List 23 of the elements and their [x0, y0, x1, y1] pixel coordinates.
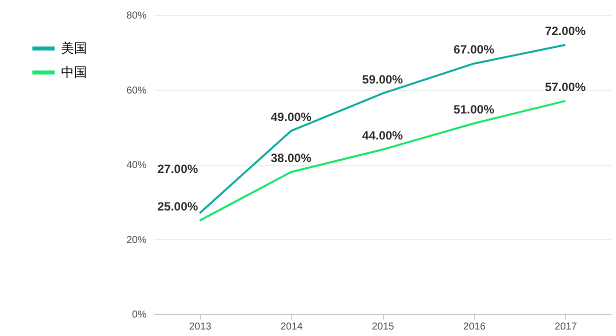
x-tick-label: 2016	[463, 322, 486, 332]
y-tick-label: 60%	[126, 85, 147, 96]
data-label: 27.00%	[157, 162, 198, 176]
y-tick-label: 20%	[126, 234, 147, 246]
data-label: 51.00%	[454, 102, 495, 116]
data-label: 67.00%	[454, 42, 495, 57]
data-label: 25.00%	[157, 200, 198, 214]
data-label: 57.00%	[544, 80, 586, 94]
x-tick-label: 2014	[280, 322, 304, 332]
y-tick-label: 40%	[126, 160, 147, 171]
legend-label: 中国	[61, 64, 87, 80]
y-tick-label: 80%	[126, 10, 147, 22]
data-label: 59.00%	[362, 72, 404, 86]
data-label: 49.00%	[270, 110, 312, 124]
y-tick-label: 0%	[132, 310, 147, 320]
data-label: 72.00%	[544, 24, 586, 38]
legend-label: 美国	[61, 40, 87, 56]
x-tick-label: 2015	[372, 322, 395, 332]
data-label: 44.00%	[362, 128, 404, 143]
x-tick-label: 2013	[189, 322, 212, 332]
data-label: 38.00%	[270, 150, 312, 165]
line-series	[198, 100, 566, 222]
x-tick-label: 2017	[554, 322, 578, 332]
